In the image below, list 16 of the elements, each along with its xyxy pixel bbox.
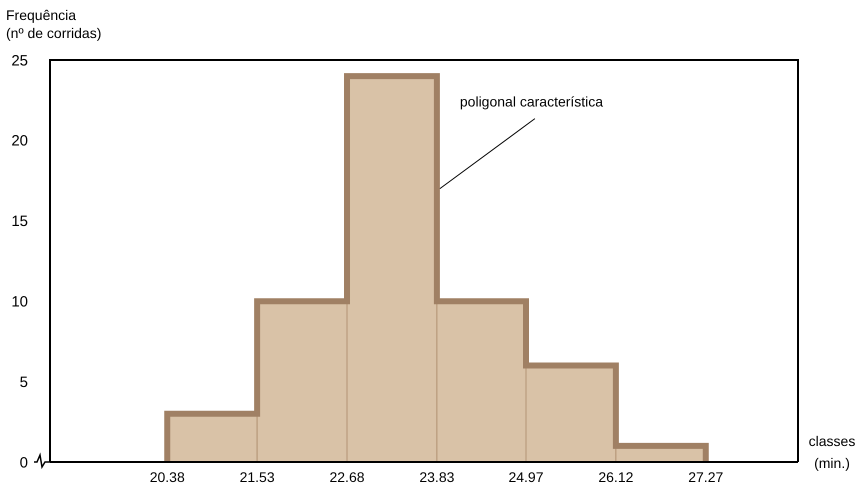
x-tick-label: 27.27 bbox=[688, 469, 724, 485]
x-tick-label: 22.68 bbox=[329, 469, 365, 485]
x-tick-label: 24.97 bbox=[508, 469, 544, 485]
y-axis-title: Frequência (nº de corridas) bbox=[6, 7, 102, 41]
x-axis-title: classes (min.) bbox=[808, 433, 856, 471]
x-tick-label: 23.83 bbox=[419, 469, 455, 485]
y-tick-label: 5 bbox=[20, 374, 28, 391]
y-tick-label: 10 bbox=[11, 293, 28, 310]
y-tick-label: 0 bbox=[20, 454, 28, 472]
annotation: poligonal característica bbox=[460, 94, 604, 110]
x-tick-label: 21.53 bbox=[240, 469, 275, 485]
x-tick-label: 20.38 bbox=[150, 469, 185, 485]
y-tick-label: 25 bbox=[11, 52, 28, 70]
y-tick-label: 15 bbox=[11, 213, 28, 230]
x-tick-label: 26.12 bbox=[598, 469, 634, 485]
y-tick-label: 20 bbox=[11, 132, 28, 150]
